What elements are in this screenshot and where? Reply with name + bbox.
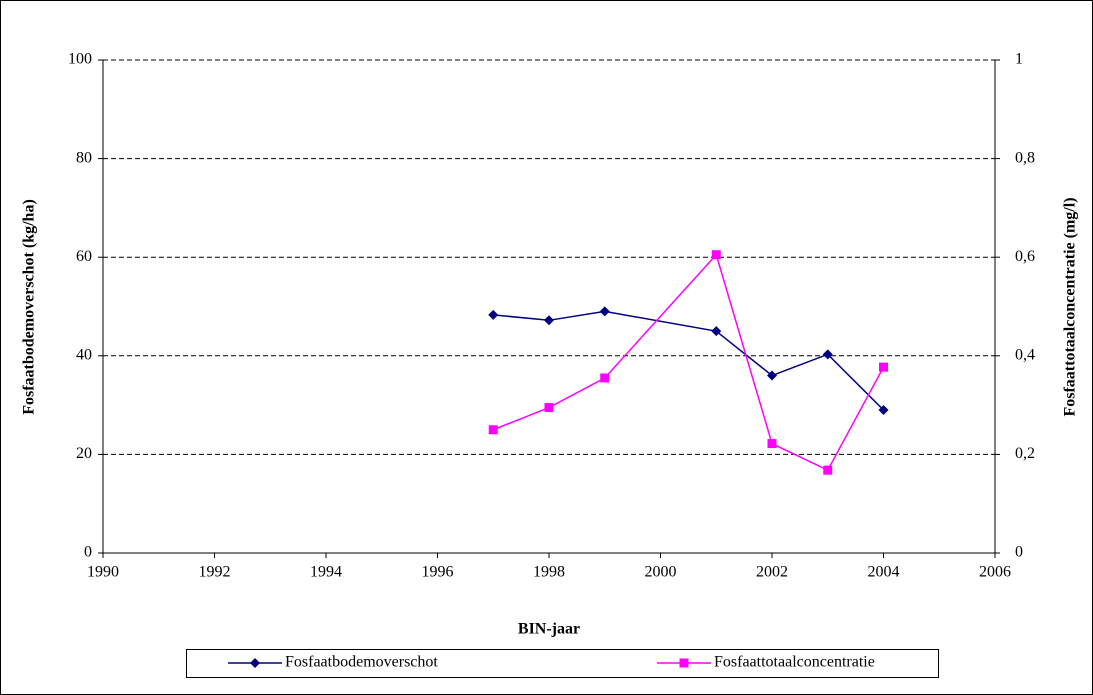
y-tick-label: 80 bbox=[76, 149, 92, 166]
marker bbox=[544, 403, 554, 413]
y2-tick-label: 0,4 bbox=[1015, 346, 1035, 363]
x-tick-label: 1990 bbox=[87, 564, 119, 581]
y2-tick-label: 0 bbox=[1015, 544, 1023, 561]
marker bbox=[767, 370, 777, 381]
y-tick-label: 60 bbox=[76, 248, 92, 265]
marker bbox=[879, 362, 888, 372]
y2-tick-label: 0,6 bbox=[1015, 248, 1035, 265]
x-axis-title: BIN-jaar bbox=[518, 621, 580, 638]
legend-label: Fosfaattotaalconcentratie bbox=[714, 654, 875, 671]
marker bbox=[823, 465, 833, 475]
marker bbox=[599, 306, 610, 317]
marker bbox=[767, 439, 777, 449]
x-tick-label: 1994 bbox=[310, 564, 342, 581]
y-tick-label: 20 bbox=[76, 445, 92, 462]
x-tick-label: 1998 bbox=[533, 564, 565, 581]
x-tick-label: 2004 bbox=[868, 564, 900, 581]
y2-tick-label: 0,2 bbox=[1015, 445, 1035, 462]
x-tick-label: 2002 bbox=[756, 564, 788, 581]
marker bbox=[488, 425, 498, 435]
marker bbox=[711, 250, 721, 260]
x-tick-label: 1992 bbox=[199, 564, 231, 581]
marker bbox=[822, 349, 833, 360]
x-tick-label: 2006 bbox=[979, 564, 1011, 581]
marker bbox=[878, 405, 889, 416]
x-tick-label: 1996 bbox=[422, 564, 454, 581]
marker bbox=[544, 315, 554, 326]
x-tick-label: 2000 bbox=[645, 564, 677, 581]
legend-box bbox=[186, 649, 939, 678]
y2-axis-title: Fosfaattotaalconcentratie (mg/l) bbox=[1062, 197, 1079, 416]
legend-label: Fosfaatbodemoverschot bbox=[285, 654, 438, 671]
y-tick-label: 40 bbox=[76, 346, 92, 363]
y2-tick-label: 0,8 bbox=[1015, 149, 1035, 166]
marker bbox=[600, 373, 610, 383]
marker bbox=[250, 658, 260, 668]
y-tick-label: 0 bbox=[84, 544, 92, 561]
y-axis-title: Fosfaatbodemoverschot (kg/ha) bbox=[21, 199, 38, 415]
marker bbox=[488, 309, 499, 320]
marker bbox=[679, 658, 689, 668]
y-tick-label: 100 bbox=[68, 51, 92, 68]
y2-tick-label: 1 bbox=[1015, 51, 1023, 68]
marker bbox=[711, 326, 722, 337]
